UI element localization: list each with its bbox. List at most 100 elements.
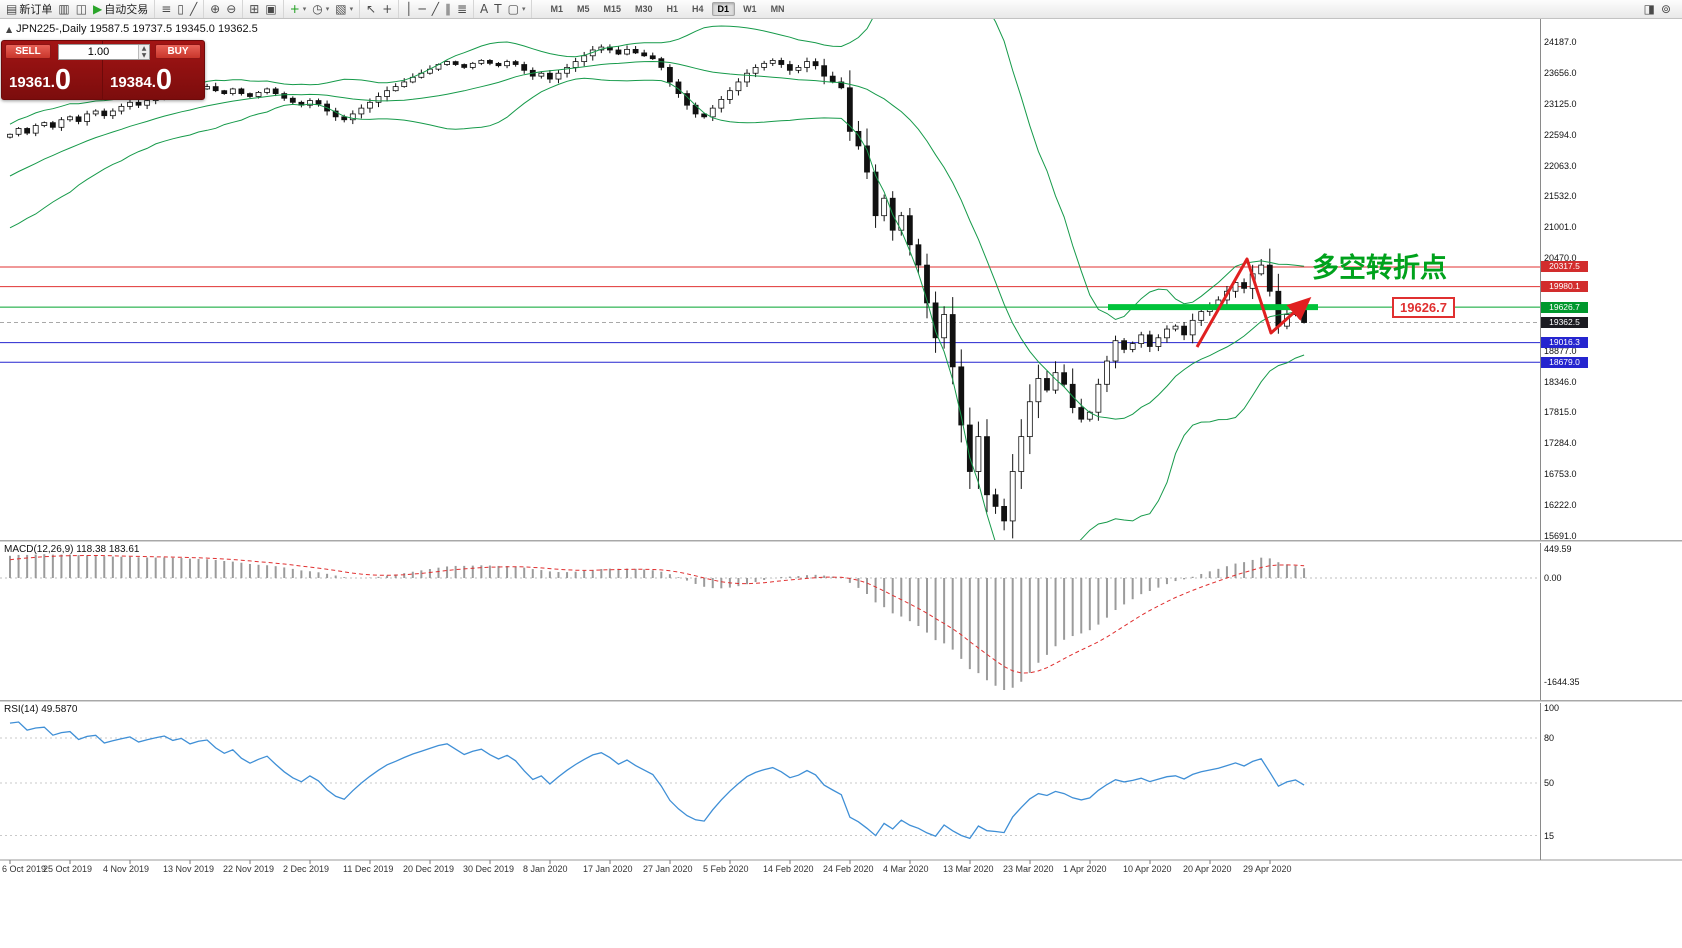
- bar-chart-button[interactable]: ≡: [158, 1, 174, 18]
- volume-input[interactable]: [59, 45, 138, 59]
- indicators-button-dropdown-icon[interactable]: ▾: [302, 5, 307, 13]
- zoom-out-button[interactable]: ⊖: [223, 1, 239, 18]
- candle-body: [564, 67, 570, 74]
- volume-box: ▲ ▼: [58, 44, 150, 60]
- timeframe-button-d1[interactable]: D1: [711, 2, 736, 16]
- macd-signal-line: [9, 555, 1305, 674]
- candle-body: [658, 58, 665, 68]
- date-axis-label: 22 Nov 2019: [223, 864, 275, 874]
- candle-body: [958, 366, 965, 426]
- timeframe-button-h4[interactable]: H4: [692, 4, 704, 14]
- shapes-tool-button[interactable]: ▢ ▾: [505, 1, 529, 18]
- macd-label: MACD(12,26,9) 118.38 183.61: [4, 544, 140, 555]
- new-order-button-icon: ▤: [6, 2, 18, 16]
- timeframe-button-h1[interactable]: H1: [666, 4, 679, 14]
- candle-body: [984, 436, 990, 496]
- timeframe-button-m5[interactable]: M5: [576, 4, 590, 14]
- resistance-line-lower-tag: 19980.1: [1541, 281, 1588, 293]
- periods-button-icon: ◷: [312, 2, 323, 16]
- trendline-tool-button-icon: ╱: [431, 2, 439, 16]
- candle-body: [49, 122, 56, 128]
- indicators-button[interactable]: + ▾: [287, 1, 310, 18]
- periods-button-dropdown-icon[interactable]: ▾: [325, 5, 330, 13]
- buy-button[interactable]: BUY 19384. 0: [102, 41, 204, 99]
- candle-body: [401, 81, 408, 88]
- candle-body: [1121, 340, 1127, 350]
- macd-axis-label: 449.59: [1544, 544, 1572, 555]
- candle-body: [872, 171, 879, 217]
- text-tool-button[interactable]: A: [477, 1, 491, 18]
- macd-histogram: [9, 554, 1306, 690]
- timeframe-button-w1[interactable]: W1: [743, 4, 757, 14]
- channel-tool-button[interactable]: ∥: [442, 1, 454, 18]
- market-watch-icon[interactable]: ▥: [55, 1, 72, 18]
- cascade-windows-button[interactable]: ▣: [262, 1, 279, 18]
- toolbar-group-3: ⊞ ▣: [243, 0, 284, 18]
- timeframe-button-mn[interactable]: MN: [770, 4, 785, 14]
- line-chart-button[interactable]: ╱: [187, 1, 200, 18]
- candle-body: [701, 113, 708, 118]
- date-axis-label: 20 Apr 2020: [1183, 864, 1232, 874]
- collapse-panel-icon[interactable]: ▲: [6, 25, 13, 34]
- candle-body: [272, 88, 279, 94]
- toolbar-group-5: ↖ +: [360, 0, 400, 18]
- templates-button-dropdown-icon[interactable]: ▾: [349, 5, 354, 13]
- zoom-in-button[interactable]: ⊕: [207, 1, 223, 18]
- candle-body: [1181, 325, 1187, 336]
- macd-panel-separator[interactable]: [0, 540, 1682, 543]
- sell-label: SELL: [5, 44, 51, 59]
- timeframe-button-m1[interactable]: M1: [550, 4, 563, 14]
- candle-body: [615, 49, 622, 55]
- horizontal-line-tool-button[interactable]: ─: [416, 1, 429, 18]
- price-axis-label: 16753.0: [1544, 469, 1577, 480]
- vertical-line-tool-button[interactable]: │: [402, 1, 415, 18]
- candle-body: [1172, 325, 1179, 330]
- rsi-line: [9, 721, 1305, 840]
- volume-increase-button[interactable]: ▲: [139, 45, 149, 52]
- crosshair-tool-button-icon: +: [382, 2, 393, 16]
- crosshair-tool-button[interactable]: +: [379, 1, 395, 18]
- candle-body: [1241, 282, 1247, 289]
- timeframe-button-m15[interactable]: M15: [603, 4, 621, 14]
- sell-button[interactable]: SELL 19361. 0: [2, 41, 104, 99]
- shapes-tool-button-icon: ▢: [507, 2, 519, 16]
- candle-body: [341, 116, 348, 121]
- turning-point-annotation[interactable]: 多空转折点: [1312, 253, 1447, 284]
- candle-body: [624, 48, 630, 55]
- candle-body: [375, 96, 382, 103]
- autotrading-button[interactable]: ▶ 自动交易: [90, 1, 151, 18]
- chart-ohlc-title: ▲ JPN225-,Daily 19587.5 19737.5 19345.0 1…: [6, 23, 258, 35]
- candle-body: [572, 61, 579, 68]
- bollinger-middle-band: [9, 60, 1305, 420]
- candle-body: [315, 100, 322, 105]
- new-order-button[interactable]: ▤ 新订单: [3, 1, 55, 18]
- date-axis-label: 14 Feb 2020: [763, 864, 814, 874]
- trendline-tool-button[interactable]: ╱: [429, 1, 442, 18]
- timeframe-button-m30[interactable]: M30: [635, 4, 653, 14]
- cursor-tool-button[interactable]: ↖: [363, 1, 379, 18]
- price-callout[interactable]: 19626.7: [1392, 297, 1455, 318]
- price-axis-label: 16222.0: [1544, 500, 1577, 511]
- new-window-button[interactable]: ◨: [1641, 1, 1658, 18]
- label-tool-button[interactable]: T: [491, 1, 504, 18]
- candle-body: [444, 61, 450, 65]
- volume-decrease-button[interactable]: ▼: [139, 52, 149, 59]
- fibonacci-tool-button[interactable]: ≣: [454, 1, 470, 18]
- candle-body: [7, 133, 13, 138]
- candle-body: [941, 314, 948, 339]
- candle-body: [804, 61, 810, 68]
- trend-zigzag-arrow[interactable]: [1195, 257, 1312, 348]
- zoom-in-button-icon: ⊕: [210, 2, 221, 16]
- periods-button[interactable]: ◷ ▾: [309, 1, 332, 18]
- search-button[interactable]: ⊚: [1658, 1, 1674, 18]
- candlestick-chart-button[interactable]: ▯: [174, 1, 187, 18]
- shapes-tool-button-dropdown-icon[interactable]: ▾: [521, 5, 526, 13]
- candle-body: [67, 116, 73, 121]
- candle-wicks: [9, 44, 1305, 539]
- candle-body: [709, 107, 716, 118]
- rsi-panel-separator[interactable]: [0, 700, 1682, 703]
- tile-windows-button[interactable]: ⊞: [246, 1, 262, 18]
- data-window-icon[interactable]: ◫: [73, 1, 90, 18]
- templates-button[interactable]: ▧ ▾: [332, 1, 356, 18]
